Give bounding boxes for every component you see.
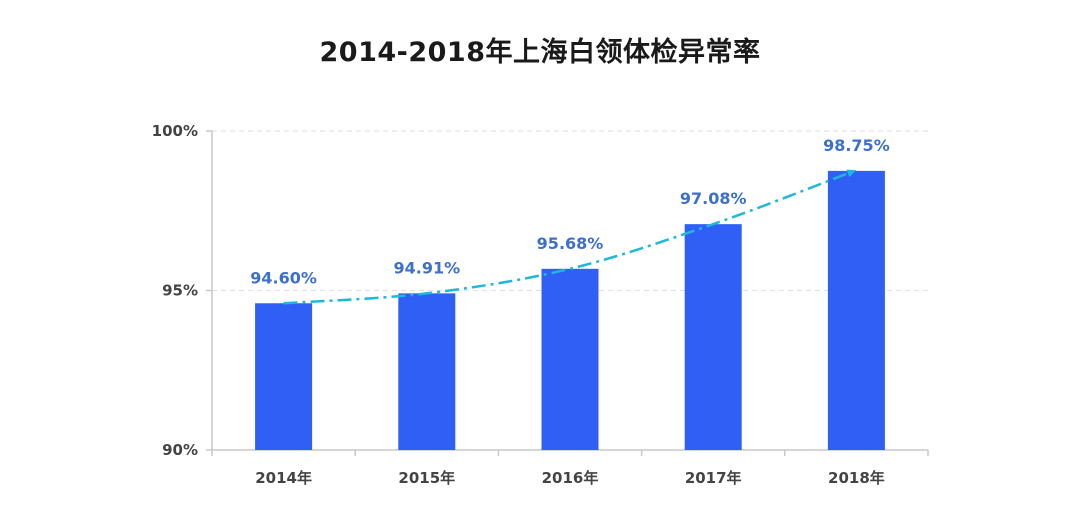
trend-line [283, 169, 857, 305]
y-tick-label-100: 100% [152, 122, 198, 140]
y-tick-label-95: 95% [162, 282, 198, 300]
bar-2014年 [255, 303, 313, 450]
data-label-1: 94.91% [393, 258, 460, 277]
x-tick-label-2: 2016年 [542, 469, 599, 487]
y-tick-label-90: 90% [162, 441, 198, 459]
bar-2016年 [541, 268, 599, 450]
x-tick-label-1: 2015年 [398, 469, 455, 487]
data-label-4: 98.75% [823, 136, 890, 155]
data-label-0: 94.60% [250, 268, 317, 287]
x-tick-label-4: 2018年 [828, 469, 885, 487]
bar-2017年 [684, 224, 742, 450]
x-tick-label-3: 2017年 [685, 469, 742, 487]
bars [255, 170, 885, 450]
data-labels: 94.60% 94.91% 95.68% 97.08% 98.75% [250, 136, 889, 287]
tick-labels: 90% 95% 100% 2014年 2015年 2016年 2017年 2018年 [152, 122, 885, 487]
x-tick-label-0: 2014年 [255, 469, 312, 487]
chart-title: 2014-2018年上海白领体检异常率 [319, 37, 761, 68]
trend-arrow [283, 169, 857, 305]
bar-2018年 [827, 170, 885, 450]
grid-lines [212, 130, 928, 292]
data-label-2: 95.68% [537, 234, 604, 253]
data-label-3: 97.08% [680, 189, 747, 208]
bar-2015年 [398, 293, 456, 450]
